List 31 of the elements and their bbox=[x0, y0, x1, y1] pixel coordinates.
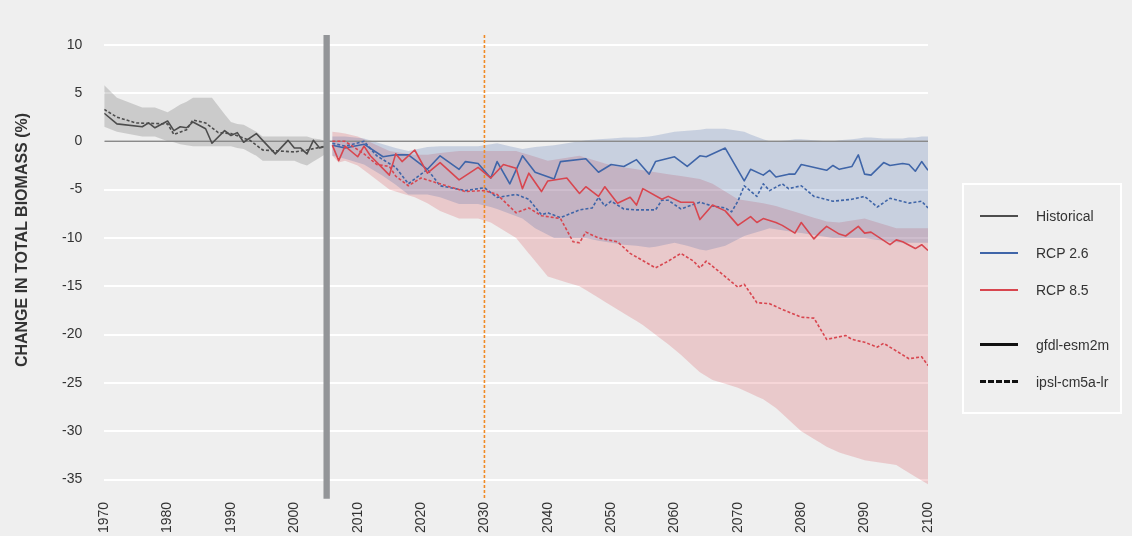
x-tick-label: 1970 bbox=[95, 501, 112, 534]
x-tick-label: 2090 bbox=[855, 501, 872, 534]
y-axis-title: CHANGE IN TOTAL BIOMASS (%) bbox=[13, 112, 31, 368]
x-tick-label: 2070 bbox=[728, 501, 745, 534]
legend-label: Historical bbox=[1036, 207, 1094, 224]
x-tick-label: 1980 bbox=[158, 501, 175, 534]
y-tick-label: 5 bbox=[74, 83, 83, 100]
x-tick-label: 2080 bbox=[792, 501, 809, 534]
text: gfdl-esm2m bbox=[1036, 336, 1110, 353]
x-tick-label: 2060 bbox=[665, 501, 682, 534]
x-tick-label: 2040 bbox=[538, 501, 555, 534]
y-tick-label: -15 bbox=[62, 277, 83, 294]
x-tick-label: 2000 bbox=[285, 501, 302, 534]
legend-label: RCP 8.5 bbox=[1036, 281, 1089, 298]
y-tick-label: -10 bbox=[62, 228, 83, 245]
x-tick-label: 1990 bbox=[221, 501, 238, 534]
text: ipsl-cm5a-lr bbox=[1036, 373, 1109, 390]
x-tick-label: 2100 bbox=[918, 501, 935, 534]
x-tick-label: 2010 bbox=[348, 501, 365, 534]
x-tick-label: 2020 bbox=[411, 501, 428, 534]
y-tick-label: -25 bbox=[62, 373, 83, 390]
y-tick-label: -30 bbox=[62, 422, 83, 439]
x-tick-label: 2030 bbox=[475, 501, 492, 534]
legend-label: RCP 2.6 bbox=[1036, 244, 1089, 261]
y-tick-label: 0 bbox=[74, 132, 83, 149]
y-tick-label: -20 bbox=[62, 325, 83, 342]
y-tick-label: -5 bbox=[69, 180, 83, 197]
y-tick-label: -35 bbox=[62, 470, 83, 487]
line-series bbox=[331, 140, 928, 367]
x-tick-label: 2050 bbox=[602, 501, 619, 534]
y-tick-label: 10 bbox=[66, 35, 83, 52]
